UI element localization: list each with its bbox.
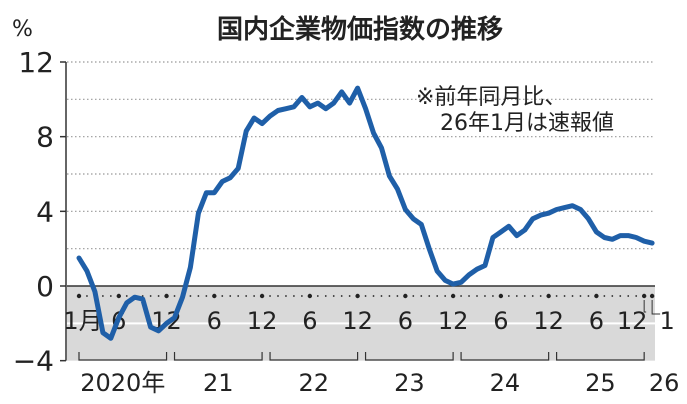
x-tick-dot: [333, 295, 335, 297]
y-tick-label: 0: [36, 270, 54, 303]
year-label: 25: [585, 369, 616, 397]
x-tick-dot: [603, 295, 605, 297]
x-tick-dot: [212, 294, 216, 298]
y-tick-label: 12: [18, 46, 54, 79]
x-tick-dot: [635, 295, 637, 297]
x-tick-dot: [516, 295, 518, 297]
x-tick-dot: [650, 294, 654, 298]
x-tick-dot: [341, 295, 343, 297]
x-tick-label: 12: [617, 307, 648, 335]
x-tick-dot: [468, 295, 470, 297]
x-tick-dot: [397, 295, 399, 297]
x-tick-label: 12: [342, 307, 373, 335]
x-tick-dot: [508, 295, 510, 297]
x-tick-dot: [102, 295, 104, 297]
x-tick-dot: [546, 294, 550, 298]
x-tick-dot: [588, 295, 590, 297]
x-tick-dot: [237, 295, 239, 297]
year-label: 21: [203, 369, 234, 397]
x-tick-dot: [221, 295, 223, 297]
x-tick-dot: [164, 294, 168, 298]
x-tick-dot: [285, 295, 287, 297]
x-tick-label: 6: [493, 307, 508, 335]
x-tick-dot: [174, 295, 176, 297]
x-tick-label: 6: [589, 307, 604, 335]
x-tick-dot: [269, 295, 271, 297]
x-tick-label: 6: [302, 307, 317, 335]
year-label: 23: [394, 369, 425, 397]
x-tick-dot: [460, 295, 462, 297]
x-tick-dot: [355, 294, 359, 298]
x-tick-dot: [317, 295, 319, 297]
x-tick-dot: [150, 295, 152, 297]
x-tick-dot: [451, 294, 455, 298]
y-tick-label: −4: [13, 345, 54, 378]
x-tick-dot: [572, 295, 574, 297]
x-tick-dot: [205, 295, 207, 297]
x-tick-dot: [110, 295, 112, 297]
x-tick-dot: [403, 294, 407, 298]
x-tick-dot: [86, 295, 88, 297]
x-tick-label: 6: [207, 307, 222, 335]
year-label: 2020年: [80, 369, 165, 397]
year-label: 26: [649, 369, 680, 397]
x-tick-dot: [524, 295, 526, 297]
y-tick-label: 4: [36, 195, 54, 228]
x-tick-dot: [277, 295, 279, 297]
x-tick-label: 6: [398, 307, 413, 335]
x-tick-dot: [594, 294, 598, 298]
x-tick-dot: [484, 295, 486, 297]
year-label: 24: [490, 369, 521, 397]
x-tick-label: 12: [533, 307, 564, 335]
x-tick-dot: [245, 295, 247, 297]
x-tick-dot: [77, 294, 81, 298]
x-tick-dot: [198, 295, 200, 297]
x-tick-dot: [436, 295, 438, 297]
x-tick-dot: [499, 294, 503, 298]
x-tick-dot: [556, 295, 558, 297]
x-tick-dot: [532, 295, 534, 297]
x-tick-dot: [580, 295, 582, 297]
x-tick-dot: [373, 295, 375, 297]
x-tick-label: 1: [659, 307, 674, 335]
x-tick-dot: [365, 295, 367, 297]
x-tick-dot: [293, 295, 295, 297]
x-tick-dot: [428, 295, 430, 297]
x-tick-dot: [564, 295, 566, 297]
x-tick-dot: [627, 295, 629, 297]
x-tick-dot: [190, 295, 192, 297]
x-tick-dot: [325, 295, 327, 297]
x-tick-label: 12: [438, 307, 469, 335]
x-tick-dot: [381, 295, 383, 297]
x-tick-dot: [611, 295, 613, 297]
x-tick-dot: [229, 295, 231, 297]
x-tick-dot: [412, 295, 414, 297]
x-tick-dot: [642, 294, 646, 298]
x-tick-dot: [126, 295, 128, 297]
x-tick-dot: [253, 295, 255, 297]
chart-title: 国内企業物価指数の推移: [217, 14, 503, 45]
x-tick-dot: [420, 295, 422, 297]
x-tick-dot: [492, 295, 494, 297]
year-label: 22: [299, 369, 330, 397]
x-tick-dot: [349, 295, 351, 297]
note-line-2: 26年1月は速報値: [440, 111, 614, 136]
x-tick-dot: [444, 295, 446, 297]
note-line-1: ※前年同月比、: [416, 85, 566, 110]
x-tick-dot: [260, 294, 264, 298]
x-tick-dot: [117, 294, 121, 298]
x-tick-dot: [301, 295, 303, 297]
x-tick-dot: [389, 295, 391, 297]
y-tick-label: 8: [36, 121, 54, 154]
x-tick-dot: [476, 295, 478, 297]
x-tick-dot: [158, 295, 160, 297]
x-tick-dot: [540, 295, 542, 297]
x-tick-dot: [308, 294, 312, 298]
y-unit-label: %: [12, 17, 33, 42]
x-tick-label: 12: [247, 307, 278, 335]
x-tick-dot: [619, 295, 621, 297]
